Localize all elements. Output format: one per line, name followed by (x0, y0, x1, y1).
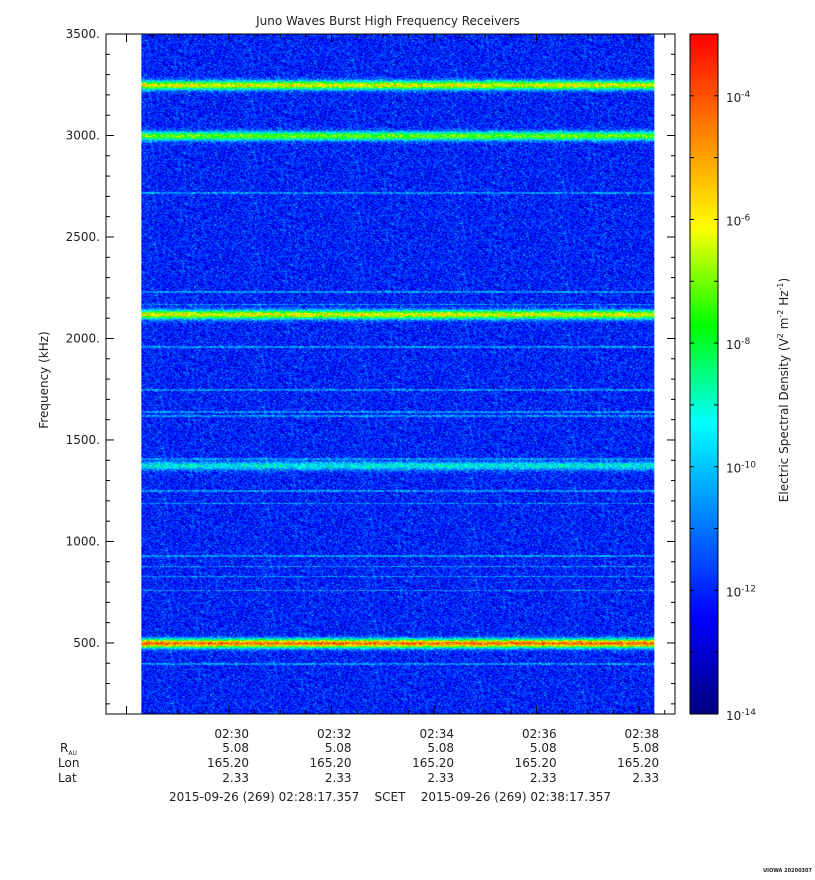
colorbar-tick-exp: -4 (741, 90, 750, 100)
y-tick-label: 3000. (66, 128, 100, 142)
r-au-subscript: AU (68, 750, 77, 757)
colorbar-label: Electric Spectral Density (V2 m-2 Hz-1) (776, 278, 791, 502)
colorbar-unit-sup3: -1 (776, 282, 785, 290)
x-tick-time: 02:30 (214, 727, 249, 741)
y-tick-label: 3500. (66, 27, 100, 41)
x-axis: 02:305.08165.202.3302:325.08165.202.3302… (126, 34, 666, 785)
time-range-label: SCET (375, 790, 407, 804)
x-tick-r-au: 5.08 (325, 741, 352, 755)
ephemeris-table: RAU Lon Lat (58, 741, 79, 785)
colorbar-scale (689, 33, 719, 715)
x-tick-time: 02:32 (317, 727, 352, 741)
colorbar-tick-base: 10 (726, 214, 741, 228)
time-range-start: 2015-09-26 (269) 02:28:17.357 (169, 790, 359, 804)
lon-label: Lon (58, 756, 79, 770)
spectrogram-pixels (141, 34, 655, 714)
x-tick-lon: 165.20 (412, 756, 454, 770)
colorbar-unit-mid2: Hz (777, 290, 791, 309)
x-tick-time: 02:36 (522, 727, 557, 741)
y-tick-label: 500. (73, 636, 100, 650)
y-tick-label: 2500. (66, 230, 100, 244)
y-tick-label: 1500. (66, 433, 100, 447)
colorbar-tick-base: 10 (726, 585, 741, 599)
colorbar-tick-base: 10 (726, 91, 741, 105)
lat-label: Lat (58, 771, 77, 785)
x-tick-lat: 2.33 (530, 771, 557, 785)
colorbar-tick-base: 10 (726, 462, 741, 476)
x-tick-r-au: 5.08 (632, 741, 659, 755)
colorbar-tick-label: 10-6 (726, 213, 751, 228)
colorbar-tick-label: 10-4 (726, 90, 751, 105)
uiowa-stamp: UIOWA 20200307 (763, 868, 812, 874)
y-axis: 500. 1000. 1500. 2000. 2500. 3000. 3500. (66, 27, 675, 705)
x-tick-lon: 165.20 (617, 756, 659, 770)
plot-frame (105, 33, 676, 715)
r-label: R (60, 741, 68, 755)
colorbar-unit-sup2: -2 (776, 310, 785, 318)
colorbar-tick-exp: -14 (741, 708, 756, 718)
colorbar-tick-label: 10-8 (726, 337, 751, 352)
x-tick-lat: 2.33 (632, 771, 659, 785)
chart-title: Juno Waves Burst High Frequency Receiver… (255, 14, 520, 28)
x-tick-lat: 2.33 (427, 771, 454, 785)
colorbar-unit-open: (V (777, 337, 791, 351)
x-tick-time: 02:34 (419, 727, 454, 741)
x-tick-r-au: 5.08 (530, 741, 557, 755)
colorbar-tick-base: 10 (726, 338, 741, 352)
colorbar (689, 33, 719, 715)
colorbar-tick-exp: -10 (741, 461, 756, 471)
colorbar-tick-exp: -8 (741, 337, 750, 347)
colorbar-unit-sup1: 2 (776, 333, 785, 338)
x-tick-time: 02:38 (625, 727, 660, 741)
y-axis-label: Frequency (kHz) (37, 331, 51, 428)
time-range: 2015-09-26 (269) 02:28:17.357 SCET 2015-… (169, 790, 611, 804)
time-range-end: 2015-09-26 (269) 02:38:17.357 (421, 790, 611, 804)
colorbar-tick-exp: -6 (741, 213, 750, 223)
y-tick-label: 2000. (66, 331, 100, 345)
colorbar-unit-mid1: m (777, 318, 791, 334)
colorbar-tick-exp: -12 (741, 584, 756, 594)
colorbar-unit-close: ) (777, 278, 791, 283)
colorbar-tick-label: 10-14 (726, 708, 756, 723)
colorbar-label-text: Electric Spectral Density (777, 355, 791, 502)
x-tick-lon: 165.20 (207, 756, 249, 770)
x-tick-lon: 165.20 (515, 756, 557, 770)
colorbar-tick-label: 10-12 (726, 584, 756, 599)
r-au-label: RAU (60, 741, 77, 757)
x-tick-lat: 2.33 (325, 771, 352, 785)
heatmap-image (141, 34, 655, 714)
x-tick-r-au: 5.08 (222, 741, 249, 755)
colorbar-tick-base: 10 (726, 709, 741, 723)
x-tick-lat: 2.33 (222, 771, 249, 785)
y-tick-label: 1000. (66, 534, 100, 548)
x-tick-lon: 165.20 (310, 756, 352, 770)
colorbar-tick-label: 10-10 (726, 461, 756, 476)
x-tick-r-au: 5.08 (427, 741, 454, 755)
